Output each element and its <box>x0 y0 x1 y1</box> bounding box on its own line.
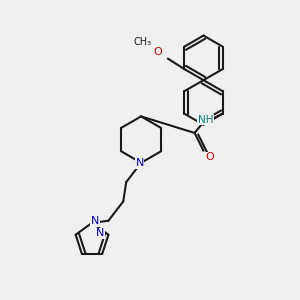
Text: N: N <box>96 228 104 238</box>
Text: CH₃: CH₃ <box>134 37 152 47</box>
Text: N: N <box>91 216 99 226</box>
Text: N: N <box>135 158 144 168</box>
Text: O: O <box>153 47 162 57</box>
Text: NH: NH <box>198 115 213 124</box>
Text: O: O <box>206 152 214 162</box>
